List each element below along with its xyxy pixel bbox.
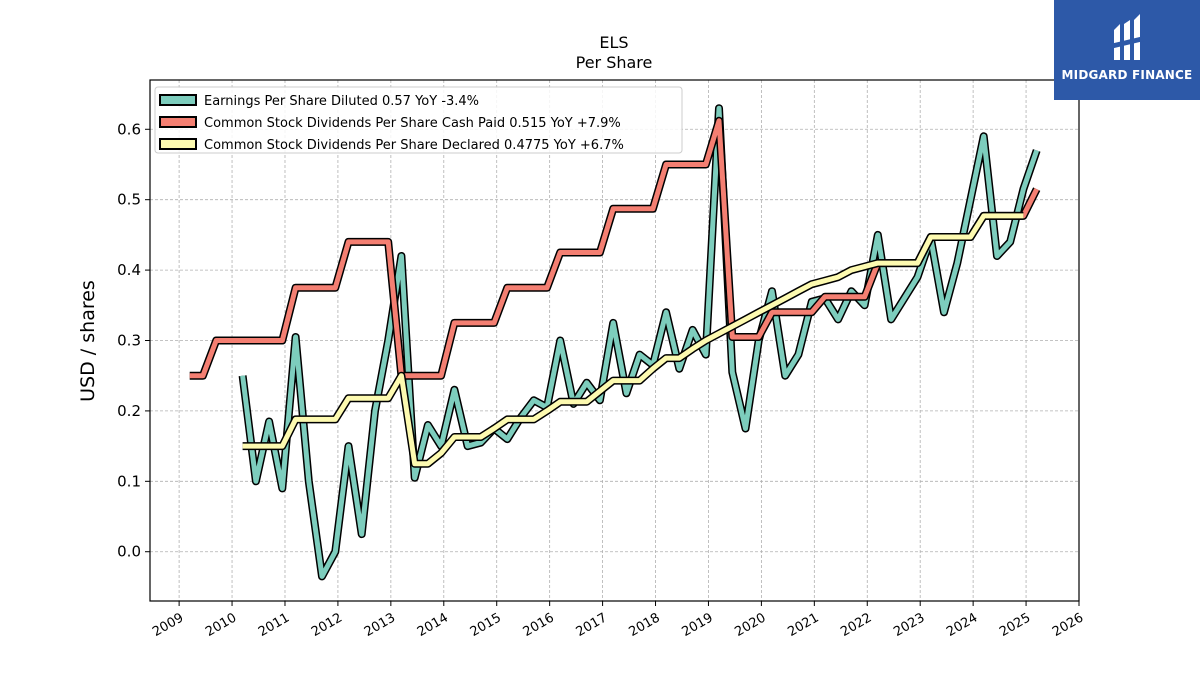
brand-logo: MIDGARD FINANCE xyxy=(1054,0,1200,100)
x-tick-label: 2011 xyxy=(256,610,292,640)
legend-label: Earnings Per Share Diluted 0.57 YoY -3.4… xyxy=(204,94,479,109)
x-tick-label: 2012 xyxy=(309,610,345,640)
x-tick-label: 2023 xyxy=(891,610,927,640)
y-tick-label: 0.4 xyxy=(117,261,141,279)
x-tick-label: 2021 xyxy=(785,610,821,640)
x-tick-label: 2020 xyxy=(732,610,768,640)
legend-label: Common Stock Dividends Per Share Cash Pa… xyxy=(204,116,621,131)
series-layer xyxy=(189,104,1041,581)
legend-label: Common Stock Dividends Per Share Declare… xyxy=(204,138,624,153)
x-tick-label: 2014 xyxy=(415,610,451,640)
x-tick-label: 2022 xyxy=(838,610,874,640)
x-tick-label: 2015 xyxy=(468,610,504,640)
y-tick-label: 0.5 xyxy=(117,191,141,209)
y-tick-label: 0.3 xyxy=(117,332,141,350)
x-tick-label: 2009 xyxy=(150,610,186,640)
brand-logo-text: MIDGARD FINANCE xyxy=(1061,68,1193,82)
chart-title: ELS xyxy=(599,33,628,52)
legend-swatch xyxy=(159,116,197,128)
x-tick-label: 2019 xyxy=(679,610,715,640)
legend: Earnings Per Share Diluted 0.57 YoY -3.4… xyxy=(154,86,683,154)
x-tick-label: 2016 xyxy=(521,610,557,640)
dividends-declared-line xyxy=(242,213,1024,467)
x-tick-label: 2026 xyxy=(1050,610,1086,640)
y-tick-label: 0.6 xyxy=(117,120,141,138)
x-tick-label: 2025 xyxy=(997,610,1033,640)
x-tick-label: 2018 xyxy=(627,610,663,640)
dividends-declared-line-outline xyxy=(242,211,1024,468)
x-tick-label: 2010 xyxy=(203,610,239,640)
eps-diluted-line xyxy=(240,105,1040,579)
legend-swatch xyxy=(159,138,197,150)
legend-box xyxy=(154,86,683,154)
midgard-logo-icon xyxy=(1110,14,1144,60)
x-tick-label: 2024 xyxy=(944,610,980,640)
y-axis-label: USD / shares xyxy=(77,280,99,402)
x-tick-label: 2017 xyxy=(574,610,610,640)
chart-subtitle: Per Share xyxy=(576,53,653,72)
x-tick-label: 2013 xyxy=(362,610,398,640)
legend-swatch xyxy=(159,94,197,106)
y-tick-label: 0.2 xyxy=(117,402,141,420)
eps-diluted-line-outline xyxy=(238,104,1041,581)
y-tick-label: 0.1 xyxy=(117,472,141,490)
y-tick-label: 0.0 xyxy=(117,543,141,561)
